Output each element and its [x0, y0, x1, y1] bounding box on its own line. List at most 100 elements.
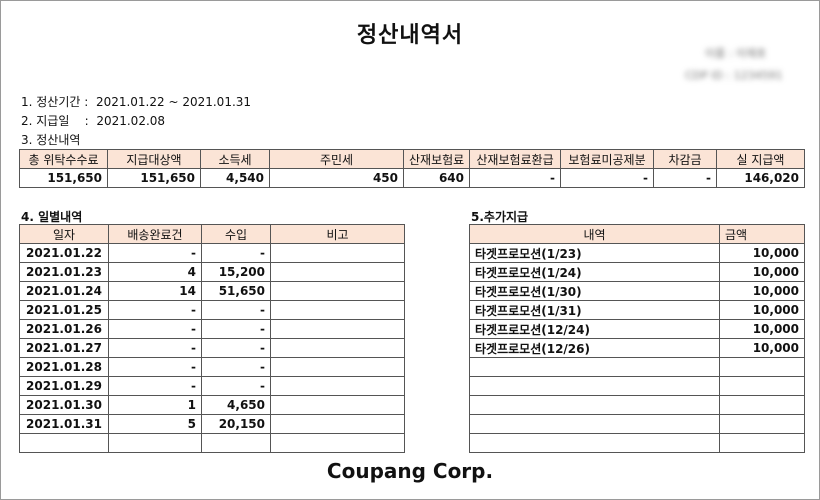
table-row: 타겟프로모션(1/31) 10,000	[469, 300, 805, 320]
daily-cell	[270, 357, 405, 377]
daily-cell	[270, 376, 405, 396]
section-daily-title: 4. 일별내역	[21, 210, 83, 224]
extra-header-cell: 내역	[469, 224, 720, 244]
extra-cell	[719, 414, 805, 434]
daily-header-cell: 배송완료건	[108, 224, 202, 244]
daily-cell: -	[108, 300, 202, 320]
payday-value: 2021.02.08	[96, 114, 166, 128]
summary-header-cell: 주민세	[269, 149, 404, 169]
table-row: 타겟프로모션(1/30) 10,000	[469, 281, 805, 301]
daily-cell: -	[201, 243, 271, 263]
extra-cell: 타겟프로모션(1/23)	[469, 243, 720, 263]
table-row	[469, 357, 805, 377]
table-row	[469, 376, 805, 396]
daily-cell: -	[201, 319, 271, 339]
summary-table: 총 위탁수수료 지급대상액 소득세 주민세 산재보험료 산재보험료환급 보험료미공제분 차감금…	[19, 149, 805, 188]
summary-header-cell: 실 지급액	[716, 149, 805, 169]
daily-cell: 14	[108, 281, 202, 301]
daily-cell: -	[201, 357, 271, 377]
summary-value-cell: -	[469, 168, 561, 188]
daily-cell: -	[201, 300, 271, 320]
daily-cell	[270, 319, 405, 339]
payday-label: 2. 지급일 :	[21, 114, 89, 128]
table-row: 타겟프로모션(12/26) 10,000	[469, 338, 805, 358]
daily-cell: 2021.01.25	[19, 300, 109, 320]
summary-value-cell: 146,020	[716, 168, 805, 188]
extra-cell: 타겟프로모션(1/24)	[469, 262, 720, 282]
summary-value-cell: 450	[269, 168, 404, 188]
daily-cell: 2021.01.26	[19, 319, 109, 339]
period-value: 2021.01.22 ~ 2021.01.31	[95, 95, 252, 109]
daily-cell: 5	[108, 414, 202, 434]
daily-cell: 2021.01.23	[19, 262, 109, 282]
daily-cell: 2021.01.29	[19, 376, 109, 396]
daily-cell: 4	[108, 262, 202, 282]
daily-cell: 51,650	[201, 281, 271, 301]
daily-cell: 1	[108, 395, 202, 415]
summary-header-cell: 총 위탁수수료	[19, 149, 108, 169]
table-row: 2021.01.28- -	[19, 357, 405, 377]
daily-cell: 2021.01.28	[19, 357, 109, 377]
daily-cell: -	[108, 376, 202, 396]
summary-header-cell: 산재보험료	[403, 149, 470, 169]
daily-cell: 2021.01.30	[19, 395, 109, 415]
daily-cell: 2021.01.27	[19, 338, 109, 358]
settlement-period: 1. 정산기간 : 2021.01.22 ~ 2021.01.31	[21, 93, 251, 110]
section-extra-title: 5.추가지급	[471, 210, 529, 224]
table-row	[469, 433, 805, 453]
daily-cell: -	[108, 319, 202, 339]
extra-cell: 10,000	[719, 319, 805, 339]
extra-cell	[469, 414, 720, 434]
daily-cell: -	[108, 338, 202, 358]
daily-cell	[270, 414, 405, 434]
section-settlement-title: 3. 정산내역	[21, 133, 81, 147]
company-footer: Coupang Corp.	[326, 459, 494, 483]
table-row: 2021.01.22- -	[19, 243, 405, 263]
table-row: 타겟프로모션(1/23) 10,000	[469, 243, 805, 263]
redacted-name: 이름 : 이재호	[705, 47, 767, 60]
table-row: 2021.01.26- -	[19, 319, 405, 339]
extra-cell: 10,000	[719, 338, 805, 358]
extra-cell: 타겟프로모션(1/30)	[469, 281, 720, 301]
summary-value-cell: -	[560, 168, 654, 188]
extra-cell	[469, 433, 720, 453]
daily-cell: 2021.01.22	[19, 243, 109, 263]
daily-table: 일자 배송완료건 수입 비고 2021.01.22- -2021.01.23 4 15,20…	[19, 224, 405, 453]
summary-header-cell: 지급대상액	[107, 149, 201, 169]
extra-cell	[469, 357, 720, 377]
extra-header-cell: 금액	[719, 224, 805, 244]
table-row: 2021.01.30 1 4,650	[19, 395, 405, 415]
period-label: 1. 정산기간 :	[21, 95, 89, 109]
daily-cell	[19, 433, 109, 453]
daily-cell: -	[108, 357, 202, 377]
daily-cell: 20,150	[201, 414, 271, 434]
extra-cell: 타겟프로모션(12/24)	[469, 319, 720, 339]
daily-cell	[270, 262, 405, 282]
daily-cell: 2021.01.31	[19, 414, 109, 434]
summary-header-cell: 차감금	[653, 149, 717, 169]
summary-header-cell: 산재보험료환급	[469, 149, 561, 169]
summary-header-cell: 보험료미공제분	[560, 149, 654, 169]
document-title: 정산내역서	[356, 23, 464, 48]
table-row	[469, 414, 805, 434]
payment-date: 2. 지급일 : 2021.02.08	[21, 112, 165, 129]
extra-table: 내역 금액 타겟프로모션(1/23) 10,000 타겟프로모션(1/24) 10,00…	[469, 224, 805, 453]
extra-cell	[719, 433, 805, 453]
extra-cell: 10,000	[719, 281, 805, 301]
table-row	[469, 395, 805, 415]
summary-value-cell: 151,650	[19, 168, 108, 188]
daily-cell: 2021.01.24	[19, 281, 109, 301]
extra-cell	[719, 376, 805, 396]
table-row: 타겟프로모션(1/24) 10,000	[469, 262, 805, 282]
table-row: 2021.01.23 4 15,200	[19, 262, 405, 282]
summary-header-cell: 소득세	[200, 149, 270, 169]
redacted-id: CDP ID : 1234591	[685, 69, 783, 82]
table-row: 2021.01.31 5 20,150	[19, 414, 405, 434]
summary-value-cell: 640	[403, 168, 470, 188]
daily-cell: -	[201, 338, 271, 358]
table-row	[19, 433, 405, 453]
summary-value-cell: 4,540	[200, 168, 270, 188]
daily-cell	[270, 300, 405, 320]
daily-header-cell: 일자	[19, 224, 109, 244]
